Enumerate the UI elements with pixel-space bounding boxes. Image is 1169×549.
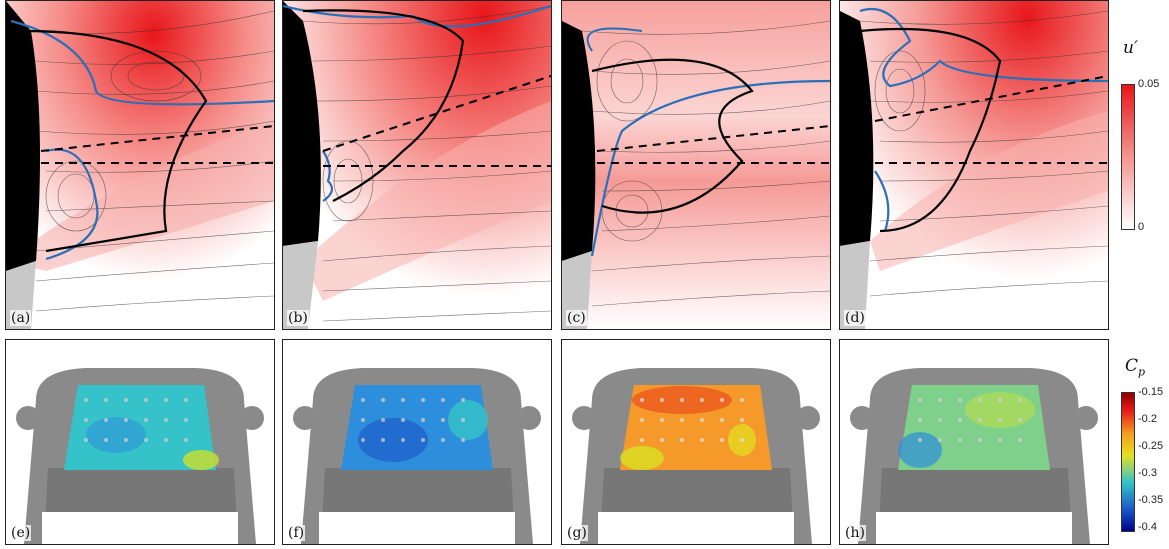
flow-panel-b: (b) (282, 0, 552, 330)
car-panel-g: (g) (561, 339, 831, 545)
panel-label-c: (c) (566, 310, 587, 326)
flow-field-d (840, 1, 1108, 329)
car-pressure-h (850, 368, 1098, 544)
colorbar-u-max: 0.05 (1138, 78, 1160, 90)
flow-panel-a: (a) (5, 0, 275, 330)
panel-label-b: (b) (287, 310, 309, 326)
colorbar-cp-title: Cp (1125, 356, 1145, 378)
colorbar-u-min: 0 (1138, 221, 1145, 233)
panel-label-h: (h) (844, 525, 866, 541)
car-panel-e: (e) (5, 339, 275, 545)
car-pressure-g (572, 368, 820, 544)
panel-label-g: (g) (566, 525, 588, 541)
flow-field-c (562, 1, 830, 329)
panel-label-d: (d) (844, 310, 866, 326)
colorbar-u (1121, 84, 1135, 230)
colorbar-cp-subscript: p (1138, 365, 1146, 379)
panel-label-a: (a) (10, 310, 32, 326)
colorbar-cp-tick-2: -0.2 (1138, 413, 1157, 425)
car-panel-f: (f) (282, 339, 552, 545)
panel-label-e: (e) (10, 525, 32, 541)
car-pressure-e (16, 368, 264, 544)
flow-field-b (283, 1, 551, 329)
car-pressure-f (293, 368, 541, 544)
colorbar-cp-tick-1: -0.15 (1138, 386, 1164, 398)
colorbar-cp (1121, 392, 1135, 532)
colorbar-cp-symbol: C (1125, 356, 1139, 376)
colorbar-cp-tick-4: -0.3 (1138, 467, 1157, 479)
colorbar-cp-tick-5: -0.35 (1138, 494, 1164, 506)
flow-field-a (6, 1, 274, 329)
colorbar-cp-tick-3: -0.25 (1138, 440, 1164, 452)
flow-panel-c: (c) (561, 0, 831, 330)
panel-label-f: (f) (287, 525, 306, 541)
car-panel-h: (h) (839, 339, 1109, 545)
colorbar-u-title: u′ (1123, 38, 1138, 58)
flow-panel-d: (d) (839, 0, 1109, 330)
colorbar-cp-tick-6: -0.4 (1138, 521, 1157, 533)
